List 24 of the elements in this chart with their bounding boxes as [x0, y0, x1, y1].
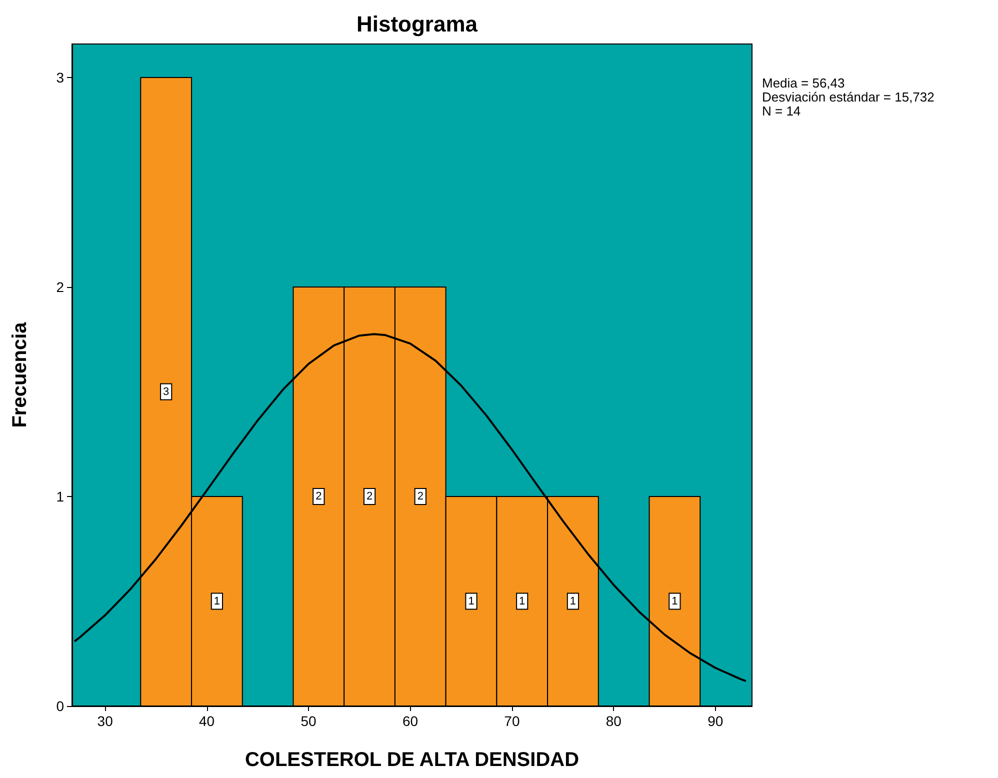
data-label: 3 [163, 386, 170, 398]
x-tick-label: 50 [300, 713, 316, 729]
x-tick-label: 40 [198, 713, 215, 729]
x-tick-label: 80 [606, 713, 622, 729]
text: Media = 56,43 Desviación estándar = 15,732 N = 14 [762, 76, 934, 118]
data-label: 1 [519, 595, 526, 608]
data-label: 1 [468, 595, 474, 608]
y-tick-label: 1 [56, 488, 64, 505]
chart-title: Histograma [356, 12, 478, 36]
data-label: 2 [366, 490, 373, 503]
y-axis-title: Frecuencia [9, 321, 31, 428]
y-tick-label: 2 [56, 279, 64, 296]
y-tick-label: 3 [56, 70, 64, 86]
data-label: 1 [570, 595, 576, 608]
y-tick-label: 0 [56, 698, 64, 714]
data-label: 2 [417, 490, 424, 503]
x-tick-label: 30 [97, 713, 114, 729]
x-tick-label: 60 [402, 713, 418, 729]
x-tick-label: 90 [708, 713, 724, 729]
data-label: 2 [316, 490, 322, 503]
x-tick-label: 70 [504, 713, 520, 729]
x-axis-title: COLESTEROL DE ALTA DENSIDAD [244, 749, 580, 771]
data-label: 1 [672, 595, 678, 608]
data-label: 1 [214, 595, 220, 608]
